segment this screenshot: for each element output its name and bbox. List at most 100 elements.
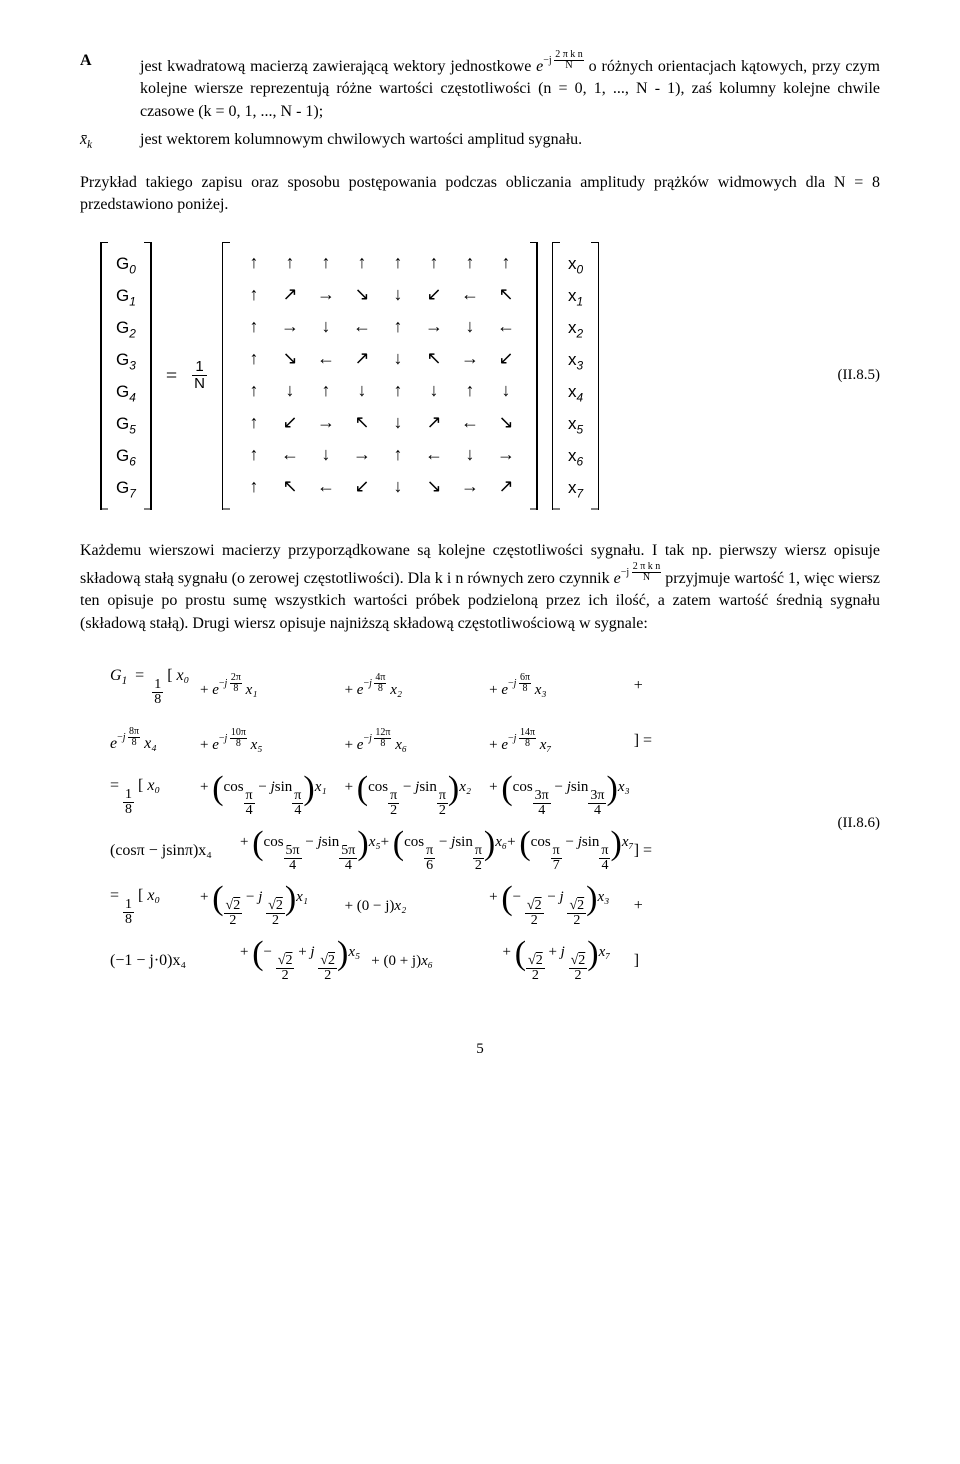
arrow-5-4: ↓: [380, 406, 416, 438]
arrow-4-7: ↓: [488, 374, 524, 406]
matrix-equation: G0G1G2G3G4G5G6G7 = 1 N ↑↑↑↑↑↑↑↑↑↗→↘↓↙←↖↑…: [80, 242, 880, 510]
g1-row2: e−j 8π8 x₄ + e−j 10π8 x₅ + e−j 12π8 x₆ +…: [110, 714, 664, 769]
g1-r1-x2: x₂: [390, 681, 402, 697]
g1-r3-b1: π: [437, 789, 448, 804]
G-7: G7: [116, 472, 136, 504]
g1-18d3: 8: [123, 913, 134, 927]
g1-r1-x1: x₁: [246, 681, 258, 697]
def-A-pre: jest kwadratową macierzą zawierającą wek…: [140, 58, 536, 75]
g1-r2-e3: 14π: [519, 728, 536, 739]
g1-18d: 8: [152, 693, 163, 707]
g1-r3-lead: =: [110, 777, 123, 794]
arrow-2-7: ←: [488, 310, 524, 342]
g1-r5-x0: x₀: [147, 887, 160, 904]
g1-r1-d2: 8: [521, 684, 528, 694]
g1-r4-x6: x₆: [495, 834, 507, 850]
x-0: x0: [568, 248, 583, 280]
g1-r5-x1: x₁: [296, 889, 308, 905]
arrow-1-6: ←: [452, 278, 488, 310]
g1-r4-x5: x₅: [369, 834, 381, 850]
arrow-3-2: ←: [308, 342, 344, 374]
G-3: G3: [116, 344, 136, 376]
arrow-1-3: ↘: [344, 278, 380, 310]
G-5: G5: [116, 408, 136, 440]
g1-row4: (cosπ − jsinπ)x₄ + (cos5π4 − jsin5π4)x₅ …: [110, 824, 664, 879]
definition-list: A jest kwadratową macierzą zawierającą w…: [80, 50, 880, 154]
g1-r2-d0: 8: [131, 738, 138, 748]
g1-row6: (−1 − j·0)x₄ + (− √22 + j √22)x₅ + (0 + …: [110, 934, 664, 989]
g1-r1-x0: x₀: [177, 667, 190, 684]
arrow-0-5: ↑: [416, 246, 452, 278]
def-x-symbol: x̄k: [80, 131, 92, 148]
g1-r4-a2: π: [551, 844, 562, 859]
arrow-6-2: ↓: [308, 438, 344, 470]
g1-equation: G1 = 18 [ x₀ + e−j 2π8 x₁ + e−j 4π8 x₂ +…: [80, 649, 880, 999]
arrow-0-3: ↑: [344, 246, 380, 278]
g1-r4-bd0: 4: [343, 859, 354, 873]
g1-r3-a1: π: [388, 789, 399, 804]
G-vector: G0G1G2G3G4G5G6G7: [100, 242, 152, 510]
g1-block: G1 = 18 [ x₀ + e−j 2π8 x₁ + e−j 4π8 x₂ +…: [110, 659, 664, 989]
g1-r1-d0: 8: [232, 684, 239, 694]
arrow-0-0: ↑: [236, 246, 272, 278]
page-number: 5: [80, 1039, 880, 1060]
g1-r3-b0: π: [292, 789, 303, 804]
arrow-4-0: ↑: [236, 374, 272, 406]
g1-r4-ad2: 7: [551, 859, 562, 873]
paragraph-2: Każdemu wierszowi macierzy przyporządkow…: [80, 540, 880, 635]
frac-den: N: [191, 376, 208, 393]
g1-r3-a0: π: [244, 789, 255, 804]
def-A-exp: −j 2 π k nN: [543, 50, 583, 71]
G-2: G2: [116, 312, 136, 344]
arrow-3-3: ↗: [344, 342, 380, 374]
g1-r6-lead: (−1 − j·0)x₄: [110, 952, 186, 969]
arrow-2-2: ↓: [308, 310, 344, 342]
arrow-7-7: ↗: [488, 470, 524, 502]
g1-r3-ad0: 4: [244, 804, 255, 818]
g1-r2-x6: x₆: [395, 736, 407, 752]
g1-r3-x1: x₁: [315, 779, 327, 795]
p2-exp-minus: −j: [621, 567, 629, 578]
g1-r5-x3: x₃: [597, 889, 609, 905]
x-3: x3: [568, 344, 583, 376]
g1-r4-ad0: 4: [287, 859, 298, 873]
arrow-6-1: ←: [272, 438, 308, 470]
frac-num: 1: [192, 359, 206, 377]
arrow-4-3: ↓: [344, 374, 380, 406]
g1-row5: = 18 [ x₀ + (√22 − j √22)x₁ + (0 − j)x₂ …: [110, 879, 664, 934]
arrow-6-5: ←: [416, 438, 452, 470]
arrow-3-0: ↑: [236, 342, 272, 374]
g1-r3-bd2: 4: [592, 804, 603, 818]
equation-number-1: (II.8.5): [838, 365, 880, 386]
g1-18n: 1: [152, 678, 163, 693]
arrow-5-1: ↙: [272, 406, 308, 438]
arrow-4-5: ↓: [416, 374, 452, 406]
g1-r6-x6: x₆: [421, 953, 433, 969]
g1-r4-b2: π: [599, 844, 610, 859]
G-1: G1: [116, 280, 136, 312]
g1-r2-d1: 8: [235, 739, 242, 749]
arrow-6-7: →: [488, 438, 524, 470]
arrow-3-4: ↓: [380, 342, 416, 374]
g1-r2-d3: 8: [524, 739, 531, 749]
g1-r4-a1: π: [424, 844, 435, 859]
arrow-6-0: ↑: [236, 438, 272, 470]
arrow-1-0: ↑: [236, 278, 272, 310]
g1-r3-x3: x₃: [618, 779, 630, 795]
g1-18d2: 8: [123, 803, 134, 817]
g1-r4-lead: (cosπ − jsinπ)x₄: [110, 842, 212, 859]
arrow-0-6: ↑: [452, 246, 488, 278]
arrow-6-6: ↓: [452, 438, 488, 470]
g1-18n3: 1: [123, 898, 134, 913]
arrow-5-5: ↗: [416, 406, 452, 438]
p2-exp-den: N: [642, 573, 651, 583]
x-5: x5: [568, 408, 583, 440]
p2-exp: −j 2 π k nN: [621, 562, 661, 583]
arrow-0-7: ↑: [488, 246, 524, 278]
def-x-sub: k: [87, 139, 92, 151]
arrow-1-2: →: [308, 278, 344, 310]
arrow-7-4: ↓: [380, 470, 416, 502]
arrow-7-6: →: [452, 470, 488, 502]
arrow-5-7: ↘: [488, 406, 524, 438]
arrow-2-4: ↑: [380, 310, 416, 342]
